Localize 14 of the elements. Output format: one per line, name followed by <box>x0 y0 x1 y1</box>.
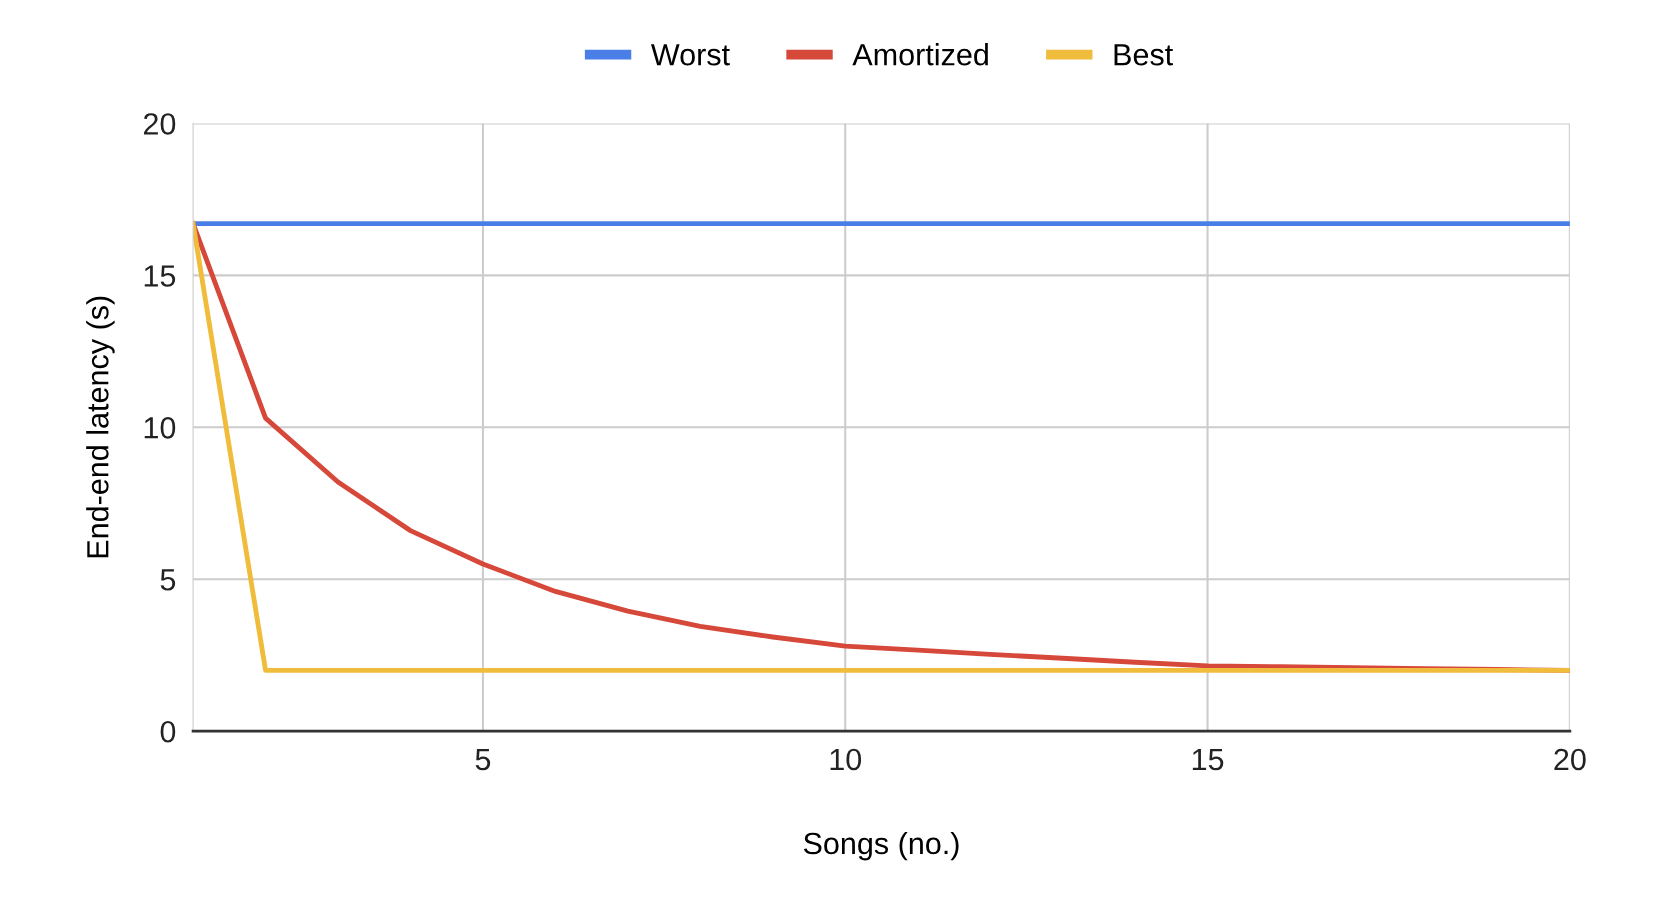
y-axis-title: End-end latency (s) <box>86 296 115 558</box>
legend-label: Best <box>1114 44 1173 66</box>
x-tick-label: 15 <box>1192 748 1224 771</box>
legend-label: Worst <box>650 44 730 66</box>
x-axis-title: Songs (no.) <box>803 831 959 861</box>
y-tick-label: 0 <box>160 720 176 743</box>
y-tick-label: 20 <box>143 113 176 135</box>
x-tick-label: 5 <box>475 748 491 771</box>
y-tick-label: 5 <box>160 569 176 591</box>
y-tick-label: 15 <box>144 265 176 287</box>
y-tick-label: 10 <box>144 417 176 439</box>
x-tick-label: 10 <box>830 748 862 771</box>
legend-label: Amortized <box>852 43 988 66</box>
x-tick-label: 20 <box>1554 748 1586 771</box>
